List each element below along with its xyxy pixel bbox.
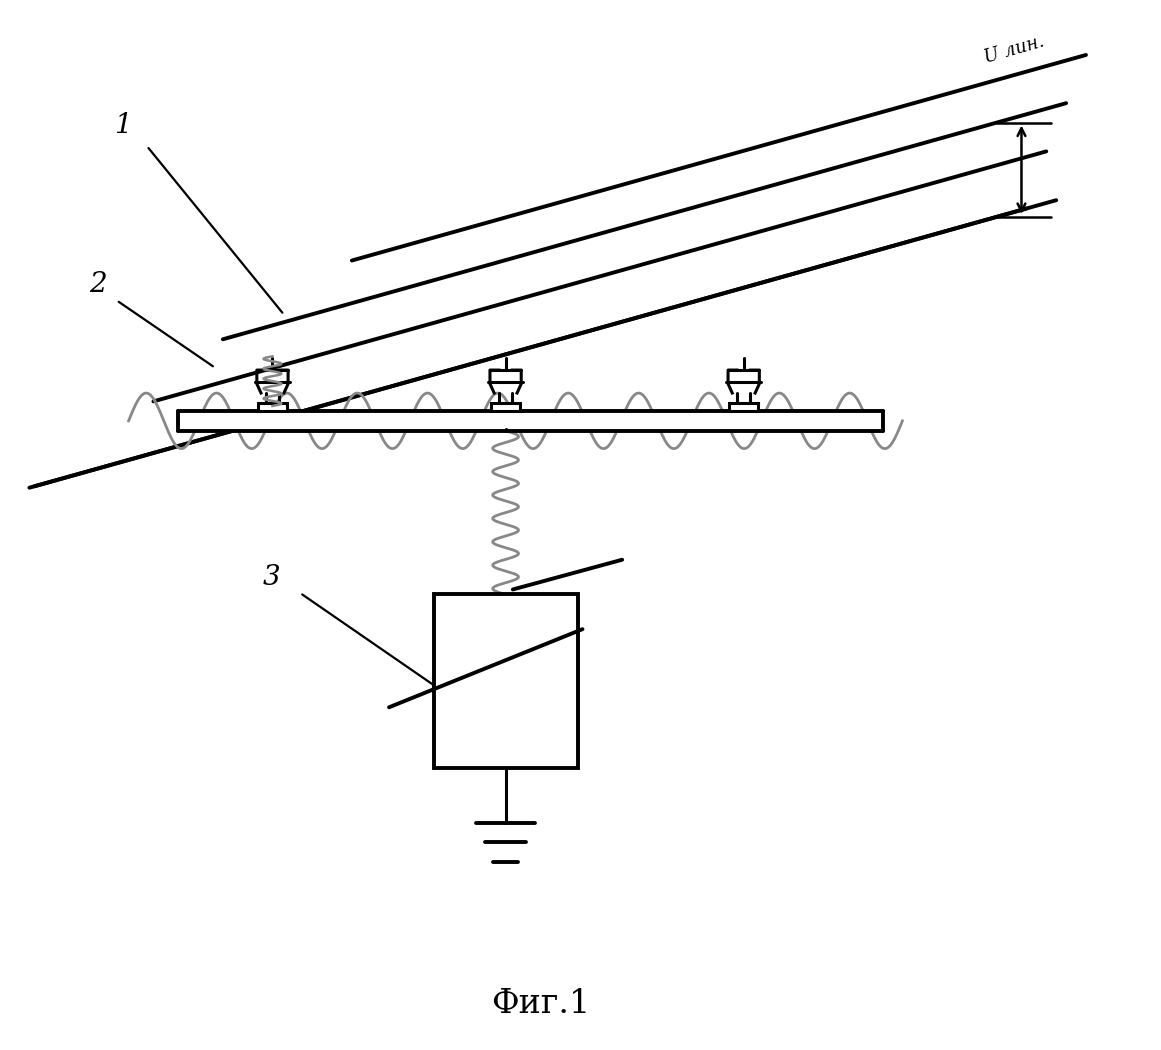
Text: 1: 1 xyxy=(114,112,131,140)
Bar xyxy=(729,403,758,411)
Bar xyxy=(258,403,287,411)
Text: U лин.: U лин. xyxy=(982,33,1046,67)
Text: 3: 3 xyxy=(262,564,280,590)
Bar xyxy=(434,594,577,768)
Bar xyxy=(491,403,520,411)
Text: 2: 2 xyxy=(89,271,107,298)
Text: Фиг.1: Фиг.1 xyxy=(491,988,590,1021)
